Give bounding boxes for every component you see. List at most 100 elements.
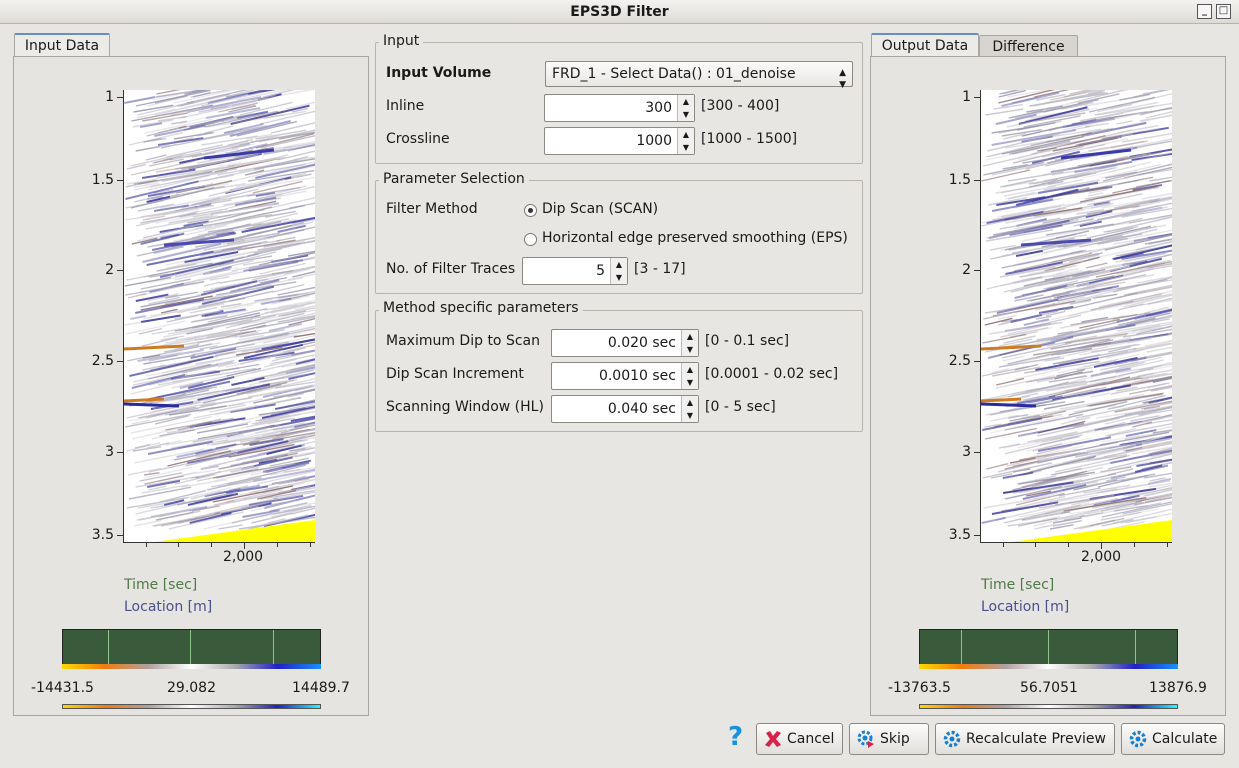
calculate-label: Calculate bbox=[1152, 731, 1218, 747]
seismic-trace bbox=[192, 427, 268, 443]
seismic-trace bbox=[1050, 347, 1093, 356]
seismic-trace bbox=[1108, 161, 1152, 173]
seismic-trace bbox=[203, 237, 267, 251]
seismic-trace bbox=[277, 286, 315, 296]
seismic-trace bbox=[1081, 316, 1109, 323]
seismic-trace bbox=[147, 363, 212, 380]
spin-arrows-icon[interactable]: ▲ ▼ bbox=[677, 95, 694, 121]
input-colorbar-editor[interactable] bbox=[62, 629, 321, 668]
seismic-reflector bbox=[203, 148, 275, 160]
skip-button[interactable]: Skip bbox=[849, 723, 929, 755]
seismic-trace bbox=[1090, 202, 1114, 209]
seismic-trace bbox=[258, 407, 306, 416]
spin-arrows-icon[interactable]: ▲ ▼ bbox=[681, 363, 698, 389]
seismic-trace bbox=[134, 182, 159, 188]
dip-increment-spinbox[interactable]: 0.0010 sec ▲ ▼ bbox=[551, 362, 699, 390]
xtick-mark bbox=[178, 542, 179, 547]
seismic-trace bbox=[270, 368, 315, 377]
seismic-trace bbox=[179, 381, 204, 389]
seismic-trace bbox=[235, 173, 301, 188]
seismic-trace bbox=[1018, 155, 1040, 161]
calculate-button[interactable]: Calculate bbox=[1121, 723, 1225, 755]
seismic-trace bbox=[142, 242, 222, 263]
seismic-trace bbox=[1031, 148, 1052, 155]
spin-arrows-icon[interactable]: ▲ ▼ bbox=[610, 258, 627, 284]
seismic-trace bbox=[204, 308, 246, 317]
xtick-mark bbox=[1035, 542, 1036, 547]
seismic-trace bbox=[1130, 415, 1160, 422]
seismic-trace bbox=[283, 468, 301, 473]
seismic-trace bbox=[280, 425, 309, 434]
seismic-trace bbox=[1113, 233, 1172, 245]
seismic-trace bbox=[272, 422, 315, 431]
xtick-mark bbox=[211, 542, 212, 547]
seismic-trace bbox=[140, 505, 200, 521]
inline-spinbox[interactable]: 300 ▲ ▼ bbox=[544, 94, 695, 122]
radio-eps-label[interactable]: Horizontal edge preserved smoothing (EPS… bbox=[542, 230, 848, 246]
input-colorbar-min: -14431.5 bbox=[31, 680, 94, 696]
seismic-trace bbox=[1037, 417, 1120, 437]
seismic-trace bbox=[1058, 474, 1090, 482]
seismic-trace bbox=[1041, 239, 1102, 254]
seismic-trace bbox=[294, 305, 315, 311]
seismic-trace bbox=[250, 467, 282, 476]
max-dip-value: 0.020 sec bbox=[607, 335, 676, 351]
seismic-trace bbox=[129, 355, 214, 377]
seismic-trace bbox=[277, 314, 315, 323]
maximize-button[interactable]: □ bbox=[1216, 4, 1231, 19]
seismic-trace bbox=[1085, 262, 1108, 269]
seismic-trace bbox=[1101, 163, 1162, 179]
seismic-trace bbox=[148, 453, 231, 473]
max-dip-spinbox[interactable]: 0.020 sec ▲ ▼ bbox=[551, 329, 699, 357]
seismic-trace bbox=[143, 219, 220, 239]
seismic-trace bbox=[198, 105, 228, 113]
radio-dip-scan-label[interactable]: Dip Scan (SCAN) bbox=[542, 201, 659, 217]
minimize-button[interactable]: _ bbox=[1197, 4, 1212, 19]
seismic-trace bbox=[263, 144, 315, 155]
seismic-trace bbox=[1067, 336, 1153, 356]
scan-window-range: [0 - 5 sec] bbox=[705, 399, 776, 415]
input-volume-select[interactable]: FRD_1 - Select Data() : 01_denoise ▲ ▼ bbox=[545, 61, 853, 90]
spin-arrows-icon[interactable]: ▲ ▼ bbox=[677, 128, 694, 154]
output-seismic-image[interactable] bbox=[981, 90, 1172, 542]
radio-dip-scan[interactable] bbox=[524, 204, 537, 217]
help-icon[interactable]: ? bbox=[728, 722, 744, 752]
seismic-trace bbox=[130, 187, 214, 209]
seismic-trace bbox=[277, 150, 315, 161]
tab-output-data[interactable]: Output Data bbox=[871, 33, 979, 57]
seismic-trace bbox=[157, 164, 235, 179]
seismic-trace bbox=[225, 90, 257, 98]
recalculate-preview-button[interactable]: Recalculate Preview bbox=[935, 723, 1115, 755]
seismic-trace bbox=[1131, 152, 1172, 161]
seismic-trace bbox=[1002, 433, 1075, 449]
seismic-trace bbox=[1106, 476, 1126, 482]
input-ytick: 3.5 bbox=[91, 527, 114, 543]
spin-arrows-icon[interactable]: ▲ ▼ bbox=[681, 330, 698, 356]
seismic-trace bbox=[1140, 114, 1172, 122]
tab-input-data[interactable]: Input Data bbox=[14, 33, 110, 57]
output-time-legend: Time [sec] bbox=[981, 577, 1055, 593]
seismic-trace bbox=[184, 251, 239, 263]
seismic-trace bbox=[128, 132, 183, 146]
seismic-trace bbox=[130, 152, 187, 167]
seismic-trace bbox=[202, 144, 244, 155]
seismic-trace bbox=[988, 197, 1028, 206]
seismic-trace bbox=[127, 467, 161, 476]
seismic-trace bbox=[1038, 181, 1099, 194]
seismic-trace bbox=[151, 154, 183, 164]
seismic-trace bbox=[189, 494, 267, 512]
output-colorbar-editor[interactable] bbox=[919, 629, 1178, 668]
radio-eps[interactable] bbox=[524, 233, 537, 246]
input-seismic-image[interactable] bbox=[124, 90, 315, 542]
tab-difference[interactable]: Difference bbox=[979, 35, 1078, 57]
input-colormap-strip[interactable] bbox=[62, 704, 321, 709]
output-colormap-strip[interactable] bbox=[919, 704, 1178, 709]
seismic-trace bbox=[981, 169, 1030, 182]
filter-traces-spinbox[interactable]: 5 ▲ ▼ bbox=[522, 257, 628, 285]
cancel-button[interactable]: Cancel bbox=[756, 723, 843, 755]
spin-arrows-icon[interactable]: ▲ ▼ bbox=[681, 396, 698, 422]
scan-window-spinbox[interactable]: 0.040 sec ▲ ▼ bbox=[551, 395, 699, 423]
crossline-spinbox[interactable]: 1000 ▲ ▼ bbox=[544, 127, 695, 155]
seismic-trace bbox=[193, 404, 258, 419]
xtick-mark bbox=[310, 542, 311, 547]
